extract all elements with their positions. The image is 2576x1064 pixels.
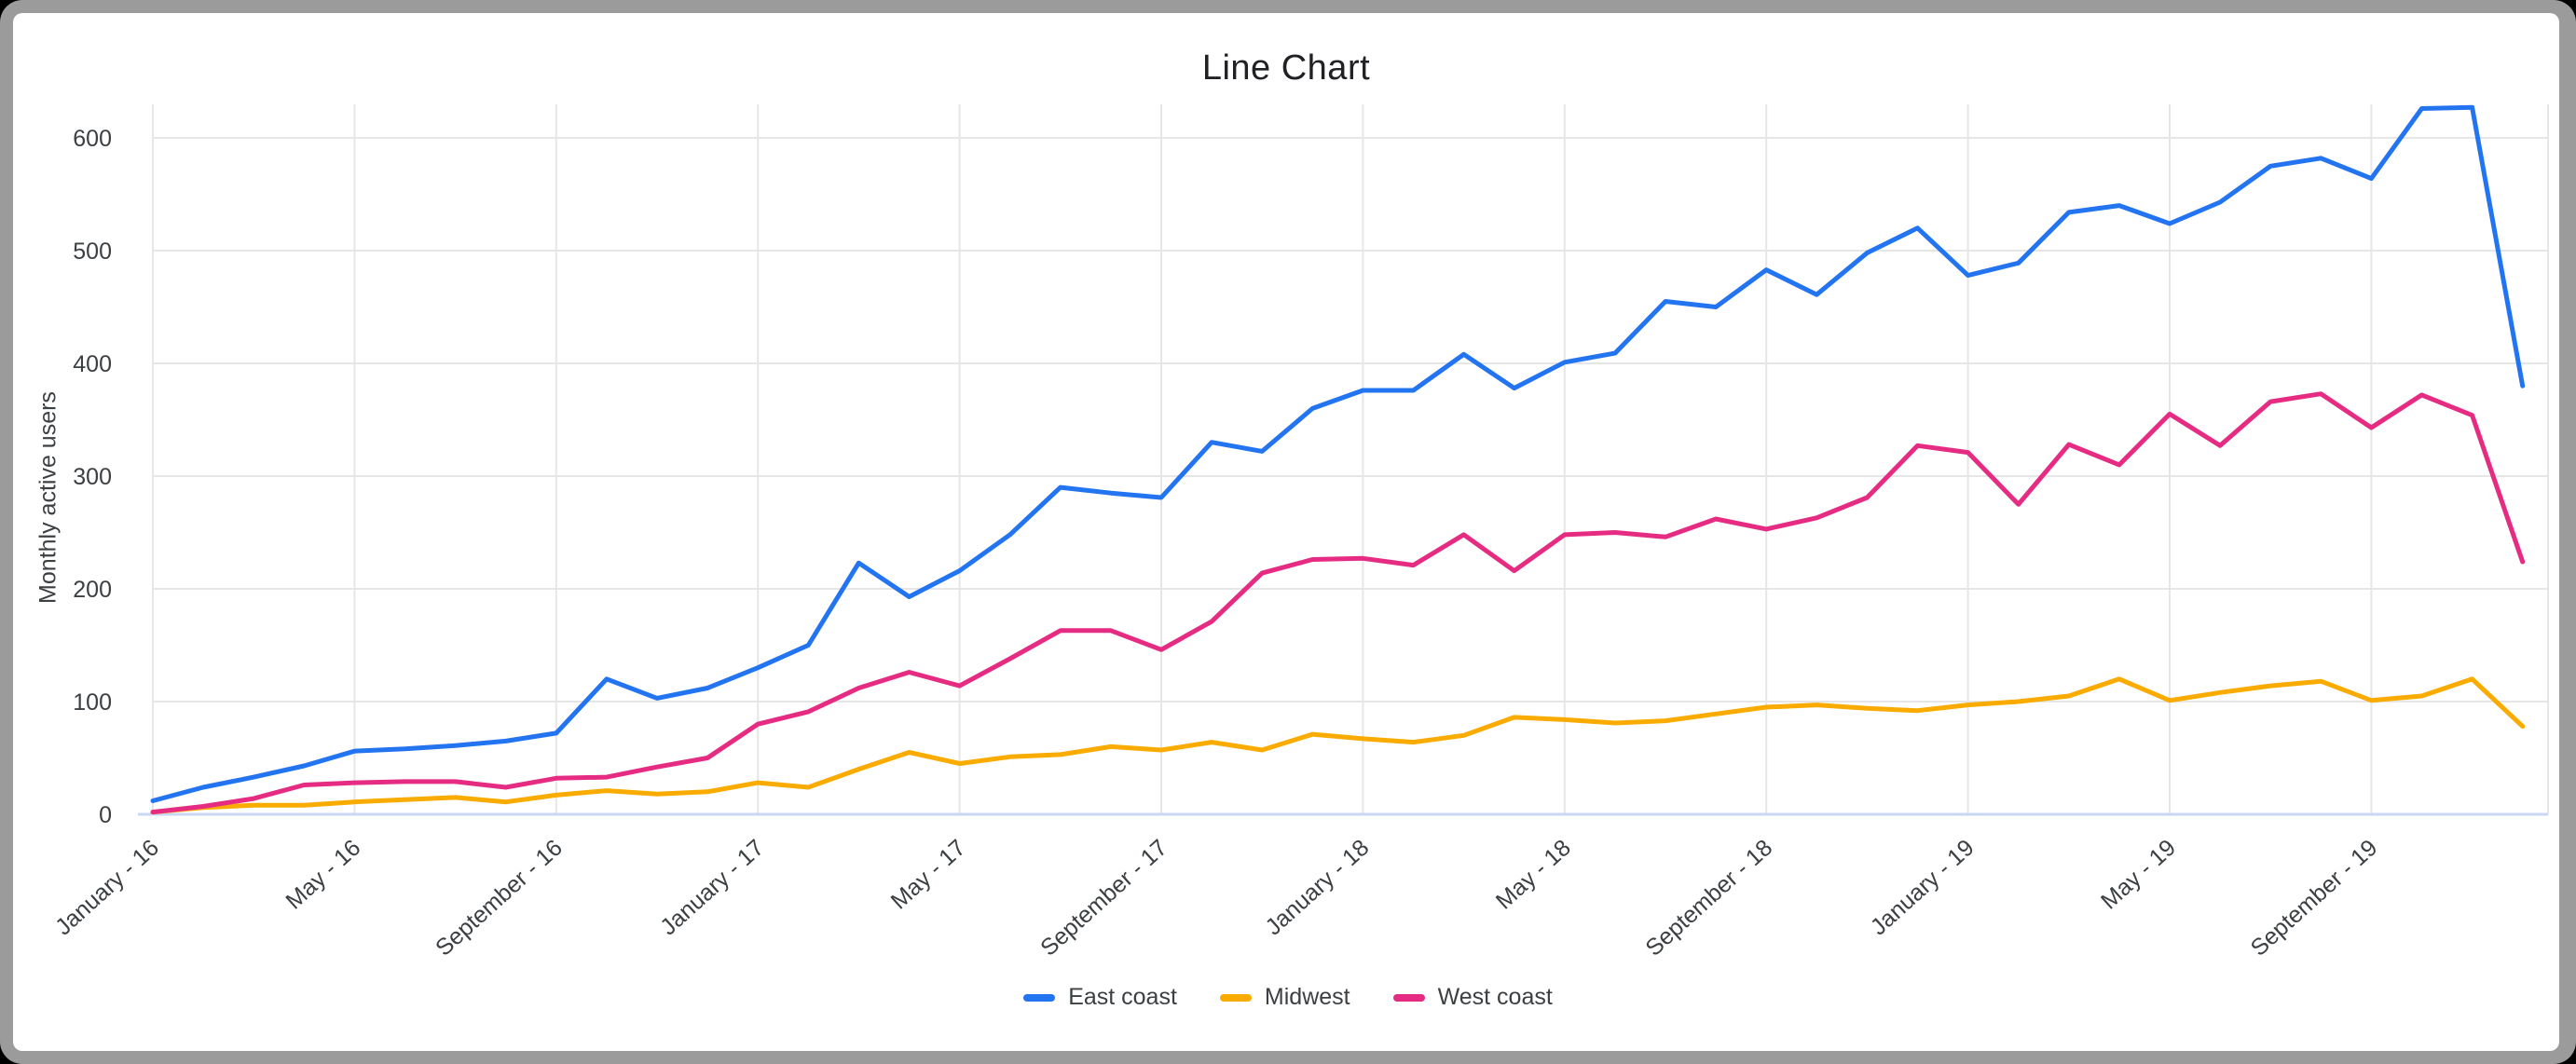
x-tick-label: May - 18 — [1491, 835, 1576, 915]
x-tick-label: January - 17 — [655, 835, 769, 941]
y-tick-label: 400 — [73, 351, 112, 377]
x-tick-label: September - 18 — [1640, 835, 1777, 962]
x-tick-label: September - 19 — [2246, 835, 2383, 962]
y-tick-label: 600 — [73, 126, 112, 152]
series-line-midwest[interactable] — [150, 676, 2526, 815]
legend-label: West coast — [1437, 984, 1553, 1010]
x-tick-label: May - 17 — [886, 835, 971, 915]
y-tick-label: 300 — [73, 464, 112, 490]
x-tick-label: January - 18 — [1260, 835, 1374, 941]
legend-item-midwest: Midwest — [1219, 984, 1350, 1011]
series-line-west-coast[interactable] — [150, 391, 2526, 815]
series-line-east-coast[interactable] — [150, 104, 2526, 803]
chart-card: Line Chart Monthly active users — [13, 13, 2559, 1051]
y-tick-label: 500 — [73, 239, 112, 265]
midwest-line-icon — [1219, 993, 1252, 1002]
y-tick-label: 0 — [99, 802, 112, 828]
legend-label: East coast — [1068, 984, 1177, 1010]
x-tick-label: September - 16 — [431, 835, 568, 962]
x-gridlines-and-ticks: January - 16 May - 16 September - 16 Januar… — [50, 104, 2549, 962]
chart-title: Line Chart — [1201, 48, 1371, 88]
legend-item-west-coast: West coast — [1392, 984, 1553, 1011]
y-tick-label: 100 — [73, 689, 112, 716]
x-tick-label: May - 19 — [2096, 835, 2181, 915]
legend-item-east-coast: East coast — [1023, 984, 1177, 1011]
y-gridlines-and-ticks: 0 100 200 300 400 500 600 — [73, 126, 2548, 828]
x-tick-label: September - 17 — [1035, 835, 1172, 962]
x-tick-label: January - 16 — [50, 835, 164, 941]
west-coast-line-icon — [1392, 993, 1425, 1002]
y-tick-label: 200 — [73, 577, 112, 603]
chart-legend: East coast Midwest West coast — [0, 984, 2576, 1011]
x-tick-label: January - 19 — [1866, 835, 1980, 941]
east-coast-line-icon — [1023, 993, 1056, 1002]
legend-label: Midwest — [1264, 984, 1350, 1010]
x-tick-label: May - 16 — [281, 835, 365, 915]
